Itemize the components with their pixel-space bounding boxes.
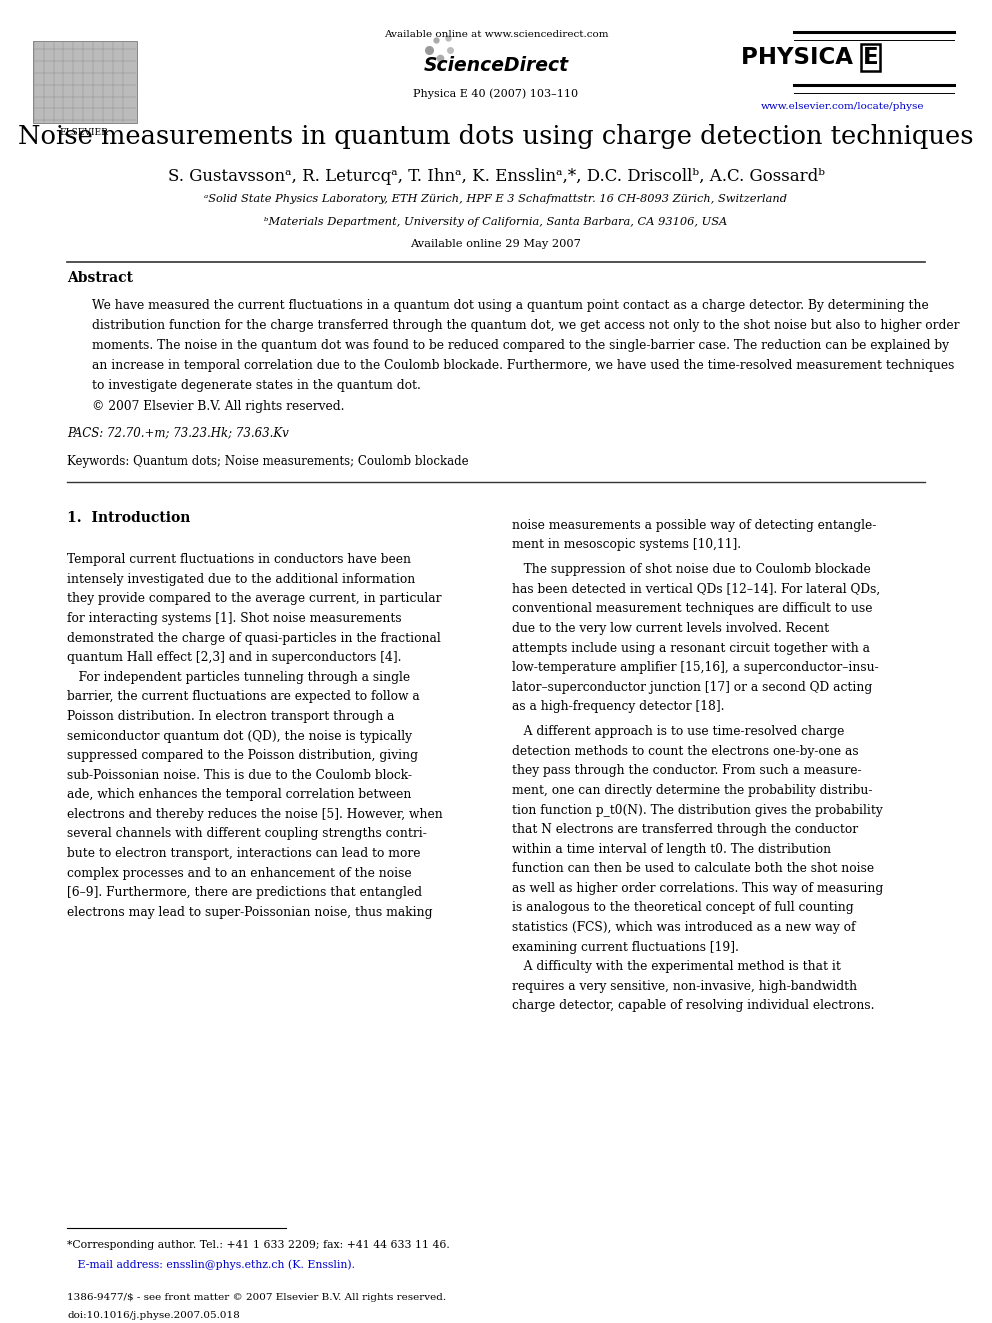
Text: Noise measurements in quantum dots using charge detection techniques: Noise measurements in quantum dots using… — [18, 124, 974, 149]
Text: For independent particles tunneling through a single: For independent particles tunneling thro… — [67, 671, 411, 684]
Text: bute to electron transport, interactions can lead to more: bute to electron transport, interactions… — [67, 847, 421, 860]
Text: PHYSICA: PHYSICA — [741, 46, 861, 69]
Text: Keywords: Quantum dots; Noise measurements; Coulomb blockade: Keywords: Quantum dots; Noise measuremen… — [67, 455, 469, 468]
Text: demonstrated the charge of quasi-particles in the fractional: demonstrated the charge of quasi-particl… — [67, 631, 441, 644]
Text: sub-Poissonian noise. This is due to the Coulomb block-: sub-Poissonian noise. This is due to the… — [67, 769, 413, 782]
Text: semiconductor quantum dot (QD), the noise is typically: semiconductor quantum dot (QD), the nois… — [67, 729, 413, 742]
Text: E-mail address: ensslin@phys.ethz.ch (K. Ensslin).: E-mail address: ensslin@phys.ethz.ch (K.… — [67, 1259, 355, 1270]
Text: as a high-frequency detector [18].: as a high-frequency detector [18]. — [512, 700, 724, 713]
Text: ment, one can directly determine the probability distribu-: ment, one can directly determine the pro… — [512, 785, 872, 796]
Text: Available online 29 May 2007: Available online 29 May 2007 — [411, 239, 581, 250]
Text: The suppression of shot noise due to Coulomb blockade: The suppression of shot noise due to Cou… — [512, 564, 871, 577]
Text: examining current fluctuations [19].: examining current fluctuations [19]. — [512, 941, 739, 954]
Text: as well as higher order correlations. This way of measuring: as well as higher order correlations. Th… — [512, 882, 883, 894]
Text: within a time interval of length t0. The distribution: within a time interval of length t0. The… — [512, 843, 831, 856]
Text: A different approach is to use time-resolved charge: A different approach is to use time-reso… — [512, 725, 844, 738]
Text: they provide compared to the average current, in particular: they provide compared to the average cur… — [67, 593, 442, 606]
Text: low-temperature amplifier [15,16], a superconductor–insu-: low-temperature amplifier [15,16], a sup… — [512, 662, 879, 675]
Text: ELSEVIER: ELSEVIER — [60, 128, 109, 138]
Text: Physica E 40 (2007) 103–110: Physica E 40 (2007) 103–110 — [414, 89, 578, 99]
Text: moments. The noise in the quantum dot was found to be reduced compared to the si: moments. The noise in the quantum dot wa… — [92, 339, 949, 352]
Text: 1.  Introduction: 1. Introduction — [67, 511, 190, 525]
Text: to investigate degenerate states in the quantum dot.: to investigate degenerate states in the … — [92, 380, 422, 393]
Text: function can then be used to calculate both the shot noise: function can then be used to calculate b… — [512, 863, 874, 876]
Text: several channels with different coupling strengths contri-: several channels with different coupling… — [67, 827, 428, 840]
Text: noise measurements a possible way of detecting entangle-: noise measurements a possible way of det… — [512, 519, 876, 532]
Text: is analogous to the theoretical concept of full counting: is analogous to the theoretical concept … — [512, 901, 853, 914]
Text: doi:10.1016/j.physe.2007.05.018: doi:10.1016/j.physe.2007.05.018 — [67, 1311, 240, 1320]
Text: ᵃSolid State Physics Laboratory, ETH Zürich, HPF E 3 Schafmattstr. 16 CH-8093 Zü: ᵃSolid State Physics Laboratory, ETH Zür… — [204, 194, 788, 205]
Text: for interacting systems [1]. Shot noise measurements: for interacting systems [1]. Shot noise … — [67, 613, 402, 624]
Text: PACS: 72.70.+m; 73.23.Hk; 73.63.Kv: PACS: 72.70.+m; 73.23.Hk; 73.63.Kv — [67, 426, 290, 439]
Text: due to the very low current levels involved. Recent: due to the very low current levels invol… — [512, 622, 829, 635]
Text: [6–9]. Furthermore, there are predictions that entangled: [6–9]. Furthermore, there are prediction… — [67, 886, 423, 900]
Text: ment in mesoscopic systems [10,11].: ment in mesoscopic systems [10,11]. — [512, 538, 741, 552]
Text: electrons may lead to super-Poissonian noise, thus making: electrons may lead to super-Poissonian n… — [67, 906, 433, 918]
Text: Poisson distribution. In electron transport through a: Poisson distribution. In electron transp… — [67, 710, 395, 722]
Text: Abstract: Abstract — [67, 271, 134, 286]
Text: charge detector, capable of resolving individual electrons.: charge detector, capable of resolving in… — [512, 999, 874, 1012]
Text: tion function p_t0(N). The distribution gives the probability: tion function p_t0(N). The distribution … — [512, 803, 883, 816]
Text: ᵇMaterials Department, University of California, Santa Barbara, CA 93106, USA: ᵇMaterials Department, University of Cal… — [265, 217, 727, 228]
Text: conventional measurement techniques are difficult to use: conventional measurement techniques are … — [512, 602, 872, 615]
Text: © 2007 Elsevier B.V. All rights reserved.: © 2007 Elsevier B.V. All rights reserved… — [92, 400, 345, 413]
Text: 1386-9477/$ - see front matter © 2007 Elsevier B.V. All rights reserved.: 1386-9477/$ - see front matter © 2007 El… — [67, 1293, 446, 1302]
Text: requires a very sensitive, non-invasive, high-bandwidth: requires a very sensitive, non-invasive,… — [512, 980, 857, 992]
Text: S. Gustavssonᵃ, R. Leturcqᵃ, T. Ihnᵃ, K. Ensslinᵃ,*, D.C. Driscollᵇ, A.C. Gossar: S. Gustavssonᵃ, R. Leturcqᵃ, T. Ihnᵃ, K.… — [168, 168, 824, 185]
Text: A difficulty with the experimental method is that it: A difficulty with the experimental metho… — [512, 960, 841, 974]
Text: ade, which enhances the temporal correlation between: ade, which enhances the temporal correla… — [67, 789, 412, 802]
Text: distribution function for the charge transferred through the quantum dot, we get: distribution function for the charge tra… — [92, 319, 959, 332]
Text: that N electrons are transferred through the conductor: that N electrons are transferred through… — [512, 823, 858, 836]
Text: attempts include using a resonant circuit together with a: attempts include using a resonant circui… — [512, 642, 870, 655]
Text: We have measured the current fluctuations in a quantum dot using a quantum point: We have measured the current fluctuation… — [92, 299, 929, 312]
Text: statistics (FCS), which was introduced as a new way of: statistics (FCS), which was introduced a… — [512, 921, 855, 934]
Text: *Corresponding author. Tel.: +41 1 633 2209; fax: +41 44 633 11 46.: *Corresponding author. Tel.: +41 1 633 2… — [67, 1240, 450, 1250]
Text: Available online at www.sciencedirect.com: Available online at www.sciencedirect.co… — [384, 30, 608, 40]
Text: detection methods to count the electrons one-by-one as: detection methods to count the electrons… — [512, 745, 858, 758]
Text: barrier, the current fluctuations are expected to follow a: barrier, the current fluctuations are ex… — [67, 691, 421, 704]
Text: Temporal current fluctuations in conductors have been: Temporal current fluctuations in conduct… — [67, 553, 412, 566]
Text: an increase in temporal correlation due to the Coulomb blockade. Furthermore, we: an increase in temporal correlation due … — [92, 360, 954, 372]
Text: has been detected in vertical QDs [12–14]. For lateral QDs,: has been detected in vertical QDs [12–14… — [512, 583, 880, 595]
Text: electrons and thereby reduces the noise [5]. However, when: electrons and thereby reduces the noise … — [67, 808, 443, 820]
Text: quantum Hall effect [2,3] and in superconductors [4].: quantum Hall effect [2,3] and in superco… — [67, 651, 402, 664]
Text: ScienceDirect: ScienceDirect — [424, 56, 568, 74]
Text: www.elsevier.com/locate/physe: www.elsevier.com/locate/physe — [761, 102, 925, 111]
Text: intensely investigated due to the additional information: intensely investigated due to the additi… — [67, 573, 416, 586]
Text: E: E — [863, 46, 879, 69]
Text: suppressed compared to the Poisson distribution, giving: suppressed compared to the Poisson distr… — [67, 749, 419, 762]
Text: they pass through the conductor. From such a measure-: they pass through the conductor. From su… — [512, 765, 861, 778]
FancyBboxPatch shape — [33, 41, 137, 123]
Text: lator–superconductor junction [17] or a second QD acting: lator–superconductor junction [17] or a … — [512, 681, 872, 693]
Text: complex processes and to an enhancement of the noise: complex processes and to an enhancement … — [67, 867, 412, 880]
